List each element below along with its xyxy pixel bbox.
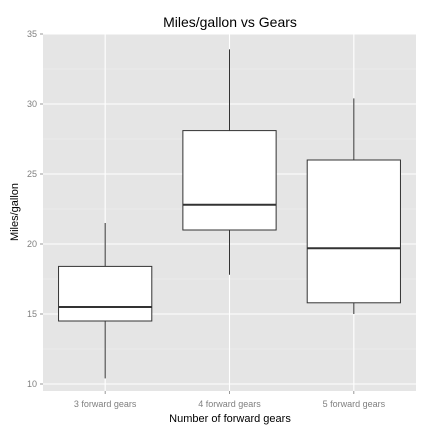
box-1 [58, 223, 153, 379]
box-iqr [306, 159, 401, 304]
y-tick-label: 10 [27, 379, 37, 389]
y-tick-label: 35 [27, 29, 37, 39]
chart-title: Miles/gallon vs Gears [163, 14, 297, 30]
box-2 [182, 49, 277, 275]
box-iqr [182, 130, 277, 231]
y-tick-label: 15 [27, 309, 37, 319]
box-iqr [58, 265, 153, 322]
y-axis-title: Miles/gallon [9, 183, 21, 241]
y-tick-label: 30 [27, 99, 37, 109]
x-tick-label: 3 forward gears [74, 399, 137, 409]
x-axis-ticks: 3 forward gears 4 forward gears 5 forward … [74, 391, 386, 409]
y-tick-label: 25 [27, 169, 37, 179]
x-tick-label: 4 forward gears [198, 399, 261, 409]
box-3 [306, 98, 401, 314]
box-series [58, 49, 401, 379]
x-tick-label: 5 forward gears [323, 399, 386, 409]
y-axis-ticks: 10 15 20 25 30 35 [27, 29, 43, 389]
y-tick-label: 20 [27, 239, 37, 249]
x-axis-title: Number of forward gears [169, 413, 291, 425]
